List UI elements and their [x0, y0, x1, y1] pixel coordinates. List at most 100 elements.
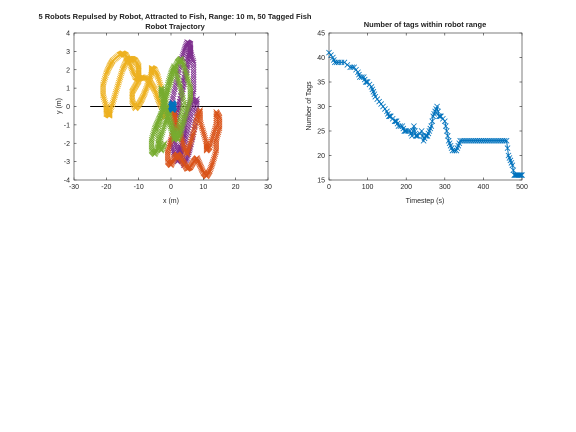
trajectory-point [146, 78, 152, 84]
tags-point [349, 64, 356, 71]
trajectory-point [162, 107, 169, 114]
y-tick-label: 35 [317, 80, 325, 87]
trajectory-point [193, 96, 200, 103]
trajectory-point [183, 72, 190, 79]
trajectory-point [182, 45, 188, 52]
trajectory-point [159, 129, 166, 136]
trajectory-point [190, 131, 196, 137]
trajectory-point [177, 85, 184, 92]
trajectory-point [166, 142, 173, 148]
trajectory-point [190, 64, 197, 71]
trajectory-point [183, 70, 189, 77]
trajectory-point [109, 99, 116, 106]
trajectory-point [110, 98, 117, 104]
trajectory-point [161, 140, 168, 147]
y-tick-label: -3 [64, 159, 70, 166]
trajectory-point [212, 123, 219, 130]
tags-point [362, 79, 369, 85]
trajectory-point [155, 74, 161, 80]
trajectory-point [116, 76, 123, 82]
trajectory-point [199, 125, 206, 132]
trajectory-point [174, 74, 181, 80]
tags-point [444, 133, 451, 139]
trajectory-point [147, 75, 153, 81]
trajectory-data [90, 39, 252, 180]
tags-ticks: 0 100 200 300 400 500 15 20 25 30 35 40 45 [317, 31, 528, 192]
trajectory-point [142, 87, 149, 94]
x-tick-label: -10 [134, 184, 144, 191]
tags-point [411, 123, 417, 129]
trajectory-point [211, 127, 218, 134]
tags-point [442, 123, 449, 129]
trajectory-point [167, 121, 173, 128]
trajectory-point [189, 134, 195, 141]
trajectory-point [200, 131, 207, 137]
tags-point [418, 128, 425, 134]
trajectory-point [150, 131, 157, 137]
trajectory-point [213, 121, 220, 128]
trajectory-point [143, 84, 150, 91]
tags-point [518, 172, 524, 178]
trajectory-point [213, 109, 220, 115]
trajectory-point [146, 76, 153, 83]
trajectory-point [207, 164, 214, 171]
trajectory-point [161, 123, 167, 130]
tags-chart-title: Number of tags within robot range [364, 20, 487, 29]
tags-x-label: Timestep (s) [406, 198, 445, 205]
tags-point [443, 128, 450, 134]
trajectory-point [211, 153, 218, 159]
trajectory-point [178, 136, 185, 143]
trajectory-point [168, 125, 174, 132]
trajectory-point [143, 85, 150, 92]
trajectory-point [190, 76, 197, 83]
x-tick-label: 100 [362, 184, 374, 191]
tags-y-label: Number of Tags [306, 81, 313, 131]
trajectory-point [144, 82, 151, 89]
trajectory-point [171, 112, 178, 119]
trajectory-y-label: y (m) [56, 98, 63, 114]
tags-point [509, 162, 516, 169]
trajectory-point [103, 70, 110, 77]
tags-point [402, 128, 409, 134]
trajectory-point [174, 72, 180, 79]
trajectory-point [187, 140, 194, 147]
trajectory-point [155, 133, 161, 139]
tags-point [510, 167, 517, 174]
trajectory-point [167, 72, 174, 79]
trajectory-point [187, 96, 194, 103]
trajectory-point [190, 74, 197, 80]
tags-plot-area [328, 32, 523, 181]
trajectory-point [209, 134, 216, 141]
trajectory-point [175, 76, 181, 82]
y-tick-label: 1 [66, 86, 70, 93]
trajectory-point [166, 120, 173, 126]
trajectory-point [210, 158, 216, 165]
trajectory-point [182, 68, 189, 75]
trajectory-point [163, 110, 170, 117]
trajectory-point [118, 70, 125, 77]
tags-point [503, 137, 510, 144]
trajectory-point [177, 83, 184, 90]
y-tick-label: -4 [64, 178, 70, 185]
tags-point [335, 59, 342, 66]
trajectory-point [155, 135, 161, 142]
tags-point [501, 137, 508, 144]
trajectory-point [185, 103, 192, 110]
trajectory-point [203, 138, 209, 145]
trajectory-chart: 5 Robots Repulsed by Robot, Attracted to… [39, 12, 312, 205]
trajectory-point [155, 76, 162, 82]
x-tick-label: 10 [199, 184, 207, 191]
trajectory-point [167, 123, 174, 130]
trajectory-point [115, 81, 122, 88]
x-tick-label: 400 [478, 184, 490, 191]
trajectory-point [186, 98, 193, 104]
trajectory-point [102, 72, 109, 79]
trajectory-point [153, 90, 159, 96]
trajectory-point [213, 111, 220, 118]
trajectory-point [112, 90, 119, 97]
trajectory-point [128, 63, 135, 70]
trajectory-point [181, 48, 187, 55]
tags-chart: Number of tags within robot range 0 100 20… [306, 20, 528, 205]
trajectory-point [154, 72, 161, 79]
trajectory-point [188, 136, 195, 143]
